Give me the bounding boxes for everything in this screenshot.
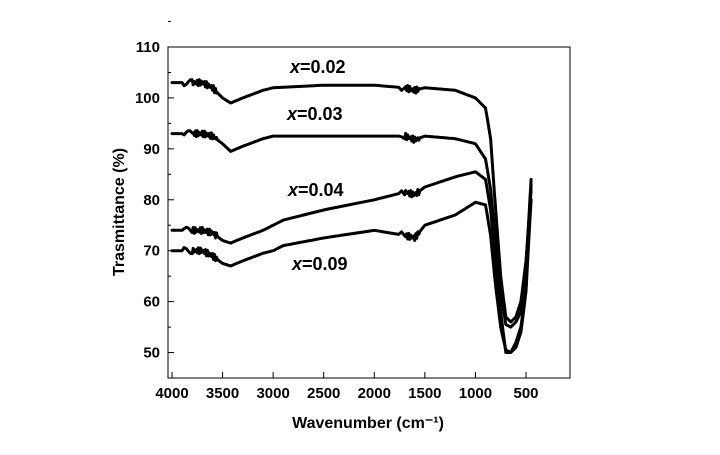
y-tick-label: 110 <box>136 39 160 56</box>
x-tick-label: 2500 <box>307 385 340 402</box>
series-label-x-0.02: x=0.02 <box>289 57 346 77</box>
series-label-x-0.09: x=0.09 <box>291 254 348 274</box>
y-tick-label: 90 <box>143 141 160 158</box>
x-tick-label: 1500 <box>408 385 441 402</box>
series-label-x-0.04: x=0.04 <box>287 180 344 200</box>
series-line-x=0.03 <box>170 129 533 329</box>
y-tick-label: 100 <box>135 90 160 107</box>
y-tick-label: 80 <box>143 192 160 209</box>
series-lines <box>170 78 533 354</box>
series-line-x=0.09 <box>170 198 533 354</box>
y-tick-label: 60 <box>143 294 160 311</box>
series-label-x-0.03: x=0.03 <box>286 104 343 124</box>
y-axis-title: Trasmittance (%) <box>111 148 128 276</box>
x-tick-label: 4000 <box>155 385 188 402</box>
x-tick-label: 3500 <box>206 385 239 402</box>
y-axis: 50 60 70 80 90 100 110 <box>135 21 174 362</box>
series-line-x=0.04 <box>170 170 533 354</box>
x-tick-label: 2000 <box>358 385 391 402</box>
x-tick-label: 500 <box>513 385 538 402</box>
y-tick-label: 70 <box>143 243 160 260</box>
series-line-x=0.02 <box>170 78 533 324</box>
x-tick-label: 3000 <box>256 385 289 402</box>
x-tick-label: 1000 <box>459 385 492 402</box>
y-tick-label: 50 <box>143 345 160 362</box>
x-axis-title: Wavenumber (cm⁻¹) <box>292 415 444 432</box>
plot-frame <box>167 46 571 379</box>
x-axis: 4000 3500 3000 2500 2000 1500 1000 500 <box>155 372 539 402</box>
